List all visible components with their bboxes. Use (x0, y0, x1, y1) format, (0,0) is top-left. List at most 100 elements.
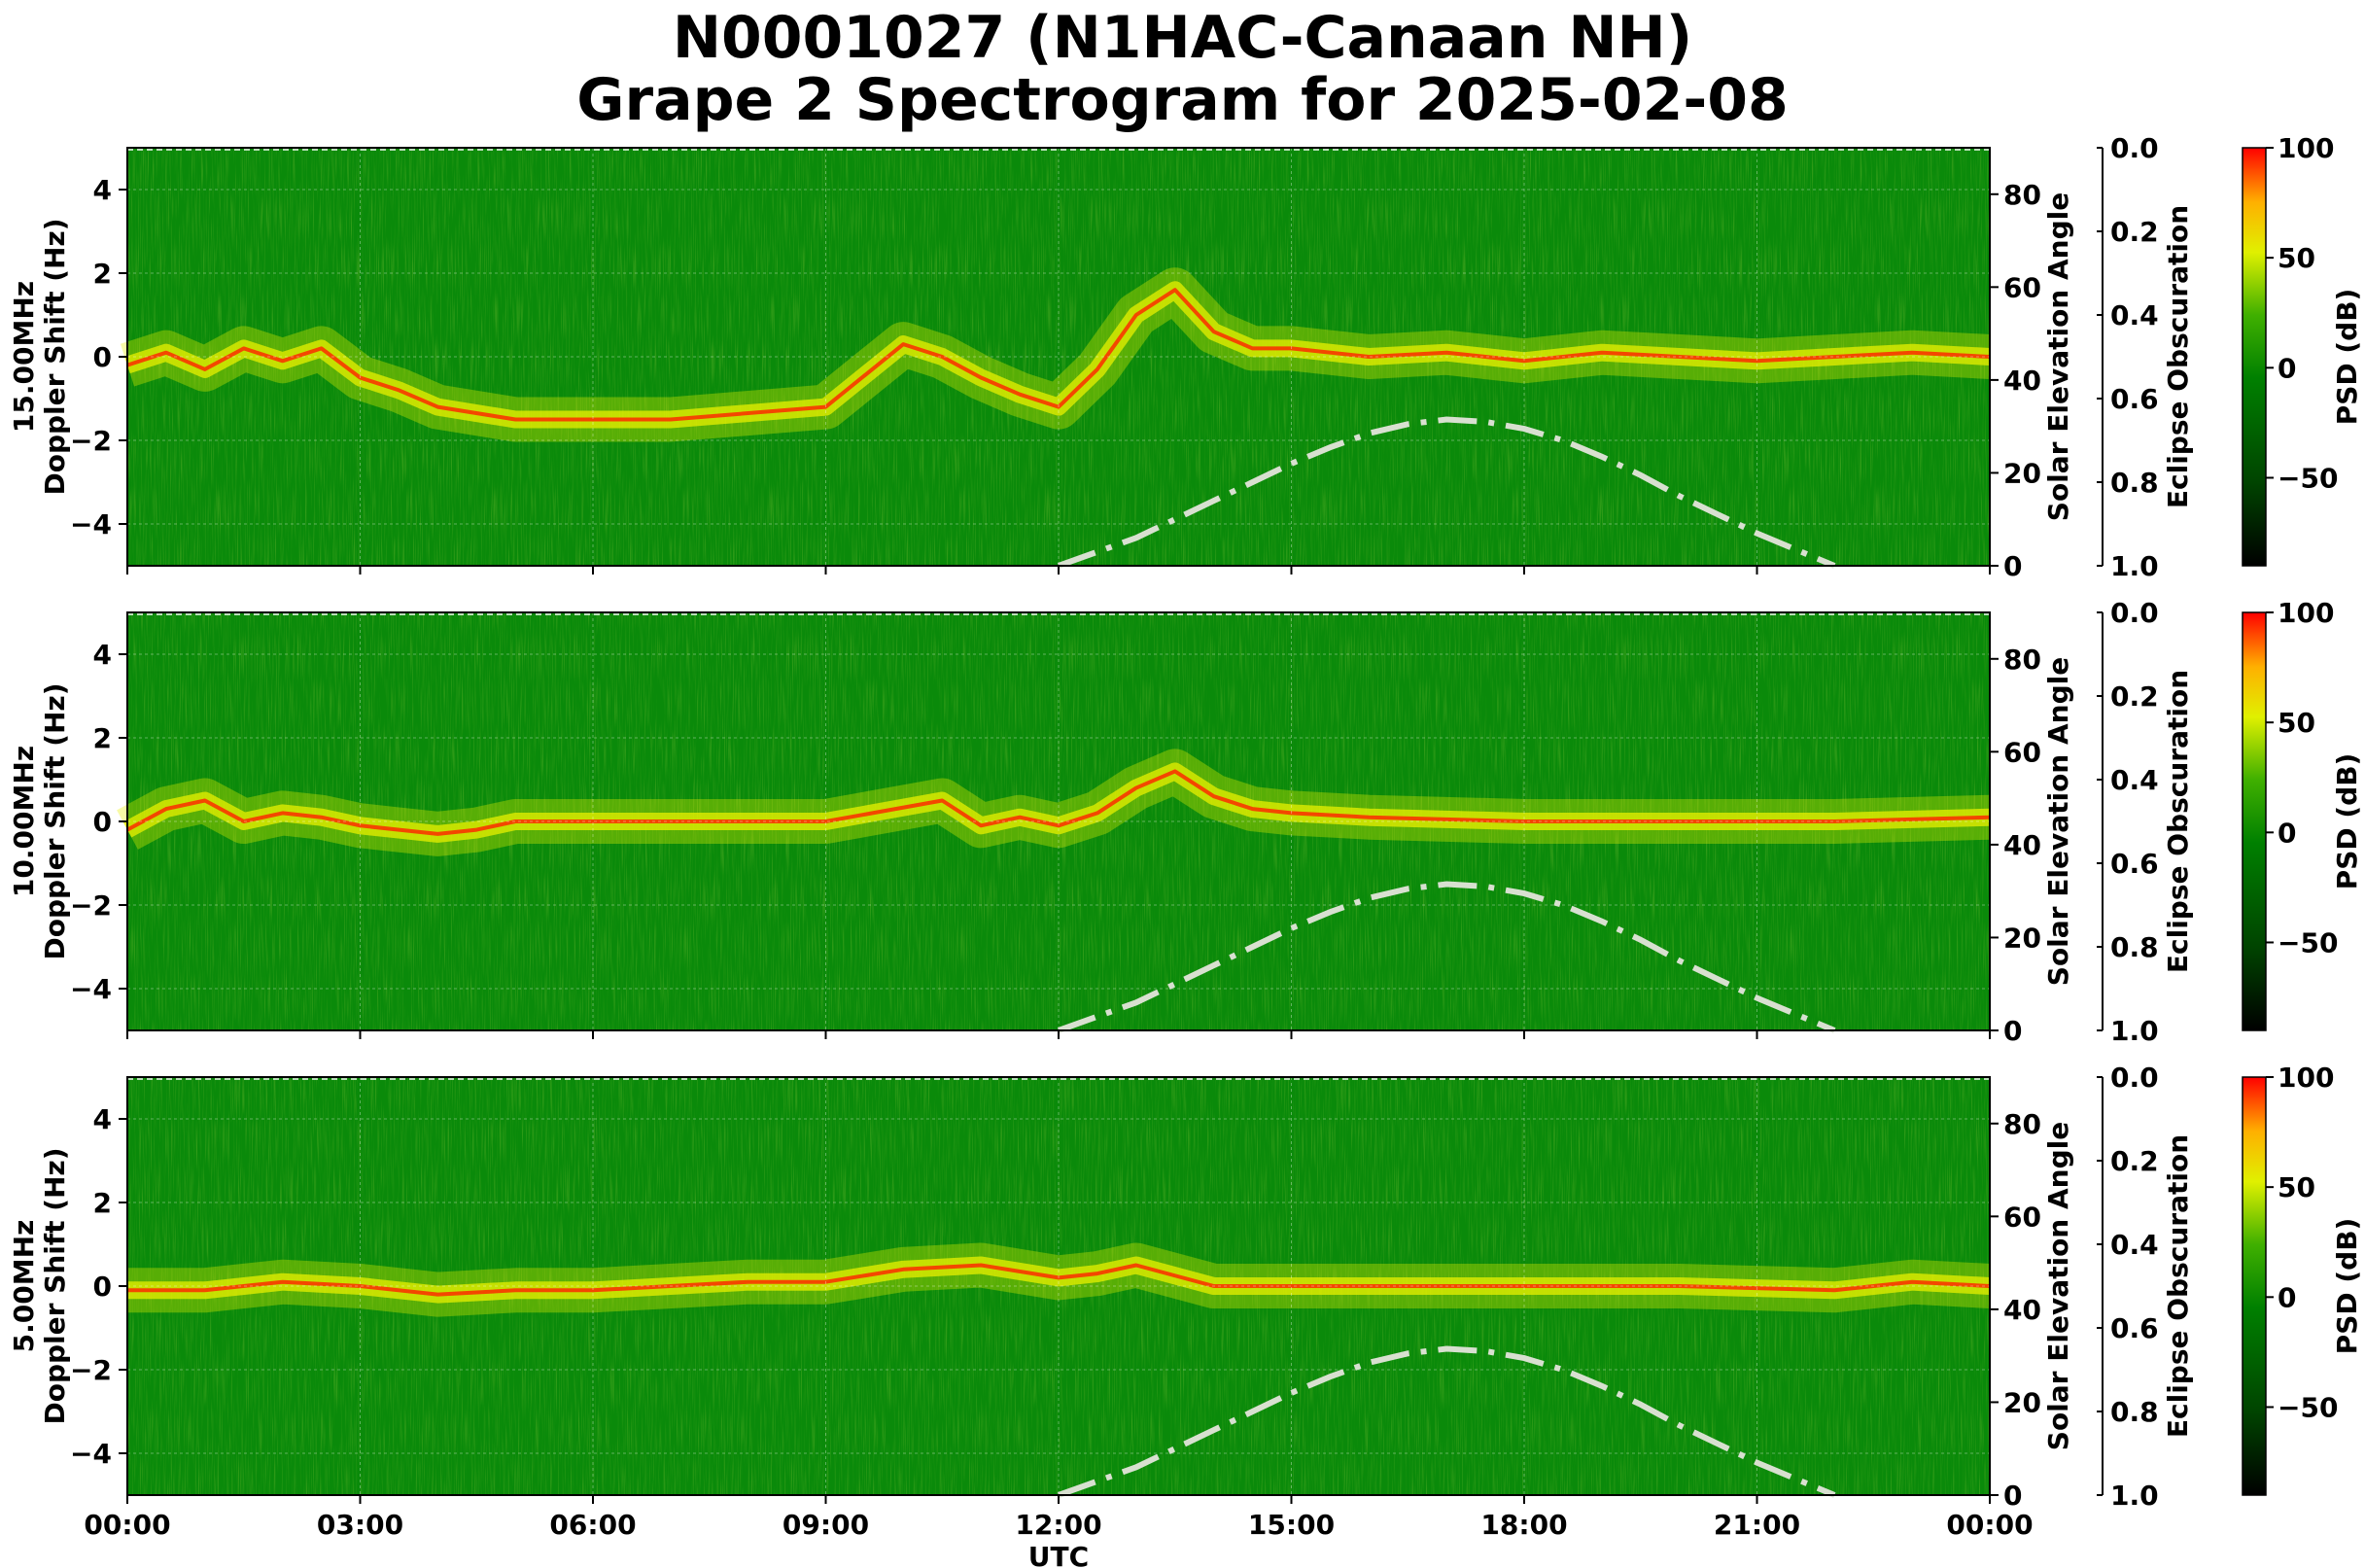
y-axis-label-doppler: Doppler Shift (Hz) (39, 682, 71, 959)
y-tick-label: 4 (93, 639, 112, 671)
ridge-line (126, 769, 1991, 836)
eclipse-tick-label: 0.8 (2110, 1396, 2159, 1428)
right-tick-label: 0 (2003, 1015, 2022, 1047)
psd-colorbar (2242, 147, 2267, 567)
eclipse-tick-label: 0.0 (2110, 597, 2159, 629)
y-tick-label: 0 (93, 806, 112, 838)
colorbar-tick-label: 0 (2278, 352, 2296, 384)
colorbar-tick-label: 50 (2278, 1171, 2315, 1203)
y-tick-label: 0 (93, 1271, 112, 1303)
y-axis-label-doppler: Doppler Shift (Hz) (39, 1147, 71, 1424)
eclipse-tick-label: 0.2 (2110, 1145, 2159, 1177)
x-tick-label: 21:00 (1714, 1509, 1800, 1541)
colorbar-tick-label: 100 (2278, 597, 2334, 629)
colorbar-tick-label: 50 (2278, 242, 2315, 274)
right-tick-label: 20 (2003, 1386, 2041, 1418)
ridge-band (117, 749, 1991, 856)
eclipse-tick-label: 0.4 (2110, 764, 2159, 796)
solar-elevation-curve (1057, 881, 1836, 1033)
colorbar-tick-label: 0 (2278, 817, 2296, 849)
colorbar-tick-label: −50 (2278, 1391, 2338, 1423)
eclipse-tick-label: 0.8 (2110, 931, 2159, 963)
colorbar-tick-label: 0 (2278, 1281, 2296, 1313)
right-tick-label: 0 (2003, 550, 2022, 582)
eclipse-tick-label: 1.0 (2110, 550, 2159, 582)
right-tick-label: 80 (2003, 1108, 2041, 1140)
x-tick-label: 18:00 (1480, 1509, 1567, 1541)
eclipse-tick-label: 0.4 (2110, 299, 2159, 331)
eclipse-tick-label: 1.0 (2110, 1015, 2159, 1047)
right-tick-label: 40 (2003, 829, 2041, 861)
eclipse-tick-label: 0.2 (2110, 680, 2159, 713)
right-tick-label: 20 (2003, 457, 2041, 489)
y-tick-label: 4 (93, 1103, 112, 1135)
psd-label: PSD (dB) (2331, 289, 2363, 426)
y-tick-label: −4 (70, 973, 112, 1005)
x-tick-label: 03:00 (317, 1509, 403, 1541)
x-tick-label: 00:00 (1946, 1509, 2033, 1541)
eclipse-obscuration-label: Eclipse Obscuration (2162, 205, 2194, 508)
y-tick-label: −2 (70, 425, 112, 457)
x-tick-label: 12:00 (1015, 1509, 1101, 1541)
solar-elevation-label: Solar Elevation Angle (2042, 657, 2074, 986)
chart-title-line1: N0001027 (N1HAC-Canaan NH) (672, 4, 1693, 72)
y-tick-label: 0 (93, 341, 112, 373)
eclipse-tick-label: 0.0 (2110, 1062, 2159, 1094)
psd-label: PSD (dB) (2331, 753, 2363, 890)
y-tick-label: −2 (70, 1354, 112, 1386)
colorbar-tick-label: 100 (2278, 132, 2334, 164)
x-axis-label: UTC (1028, 1541, 1089, 1568)
solar-elevation-label: Solar Elevation Angle (2042, 1122, 2074, 1450)
y-axis-label-frequency: 5.00MHz (8, 1220, 40, 1353)
right-tick-label: 60 (2003, 1201, 2041, 1233)
y-axis-label-frequency: 10.00MHz (8, 746, 40, 897)
y-axis-label-doppler: Doppler Shift (Hz) (39, 218, 71, 495)
colorbar-tick-label: −50 (2278, 926, 2338, 958)
right-tick-label: 20 (2003, 922, 2041, 954)
colorbar-tick-label: 50 (2278, 707, 2315, 739)
y-tick-label: 2 (93, 258, 112, 290)
right-tick-label: 80 (2003, 644, 2041, 676)
ridge-line (127, 1263, 1991, 1297)
y-tick-label: −2 (70, 889, 112, 922)
x-tick-label: 09:00 (783, 1509, 869, 1541)
eclipse-tick-label: 0.0 (2110, 132, 2159, 164)
panel-5.00MHz: 420−2−45.00MHz Doppler Shift (Hz)80604020… (8, 1062, 2363, 1568)
psd-colorbar (2242, 611, 2267, 1031)
right-tick-label: 40 (2003, 1294, 2041, 1326)
eclipse-tick-label: 1.0 (2110, 1480, 2159, 1512)
y-tick-label: −4 (70, 1438, 112, 1470)
eclipse-tick-label: 0.6 (2110, 1312, 2159, 1344)
right-tick-label: 0 (2003, 1480, 2022, 1512)
eclipse-tick-label: 0.4 (2110, 1229, 2159, 1261)
solar-elevation-curve (1057, 416, 1836, 569)
colorbar-tick-label: 100 (2278, 1062, 2334, 1094)
panel-15.00MHz: 420−2−415.00MHz Doppler Shift (Hz)8060402… (8, 132, 2363, 582)
ridge-line (126, 288, 1991, 422)
x-tick-label: 06:00 (549, 1509, 636, 1541)
eclipse-obscuration-label: Eclipse Obscuration (2162, 1134, 2194, 1438)
colorbar-tick-label: −50 (2278, 462, 2338, 494)
eclipse-tick-label: 0.8 (2110, 467, 2159, 499)
right-tick-label: 40 (2003, 365, 2041, 397)
solar-elevation-curve (1057, 1345, 1836, 1498)
psd-label: PSD (dB) (2331, 1218, 2363, 1355)
eclipse-tick-label: 0.2 (2110, 216, 2159, 248)
panel-10.00MHz: 420−2−410.00MHz Doppler Shift (Hz)8060402… (8, 597, 2363, 1047)
right-tick-label: 80 (2003, 179, 2041, 211)
right-tick-label: 60 (2003, 736, 2041, 768)
chart-title-line2: Grape 2 Spectrogram for 2025-02-08 (576, 66, 1789, 134)
psd-colorbar (2242, 1076, 2267, 1496)
ridge-band (120, 267, 1992, 442)
x-tick-label: 15:00 (1248, 1509, 1335, 1541)
y-tick-label: 4 (93, 174, 112, 206)
y-tick-label: −4 (70, 508, 112, 540)
y-axis-label-frequency: 15.00MHz (8, 281, 40, 433)
eclipse-tick-label: 0.6 (2110, 848, 2159, 880)
y-tick-label: 2 (93, 1187, 112, 1219)
eclipse-obscuration-label: Eclipse Obscuration (2162, 670, 2194, 973)
eclipse-tick-label: 0.6 (2110, 383, 2159, 415)
solar-elevation-label: Solar Elevation Angle (2042, 192, 2074, 521)
x-tick-label: 00:00 (84, 1509, 170, 1541)
